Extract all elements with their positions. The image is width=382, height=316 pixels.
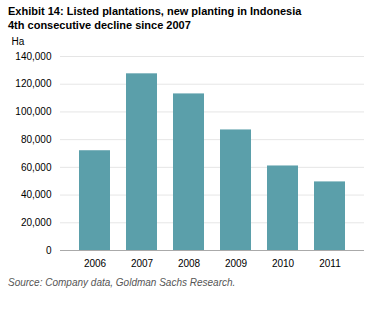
svg-text:2007: 2007 [131, 258, 154, 269]
svg-text:0: 0 [46, 245, 52, 256]
html-text:Exhibit 14: Listed plantations: Exhibit 14: Listed plantations, new plan… [8, 5, 302, 17]
svg-text:Ha: Ha [12, 36, 25, 47]
html-text:4th consecutive decline since: 4th consecutive decline since 2007 [8, 19, 191, 31]
svg-text:140,000: 140,000 [15, 51, 52, 62]
svg-text:80,000: 80,000 [21, 134, 52, 145]
svg-text:2009: 2009 [225, 258, 248, 269]
svg-text:20,000: 20,000 [21, 217, 52, 228]
svg-text:2010: 2010 [272, 258, 295, 269]
svg-text:2008: 2008 [178, 258, 201, 269]
svg-text:120,000: 120,000 [15, 78, 52, 89]
svg-text:100,000: 100,000 [15, 106, 52, 117]
svg-text:40,000: 40,000 [21, 189, 52, 200]
svg-text:2011: 2011 [319, 258, 341, 269]
html-text:Source: Company data, Goldman: Source: Company data, Goldman Sachs Rese… [8, 277, 236, 288]
svg-text:60,000: 60,000 [21, 162, 52, 173]
svg-text:2006: 2006 [84, 258, 107, 269]
